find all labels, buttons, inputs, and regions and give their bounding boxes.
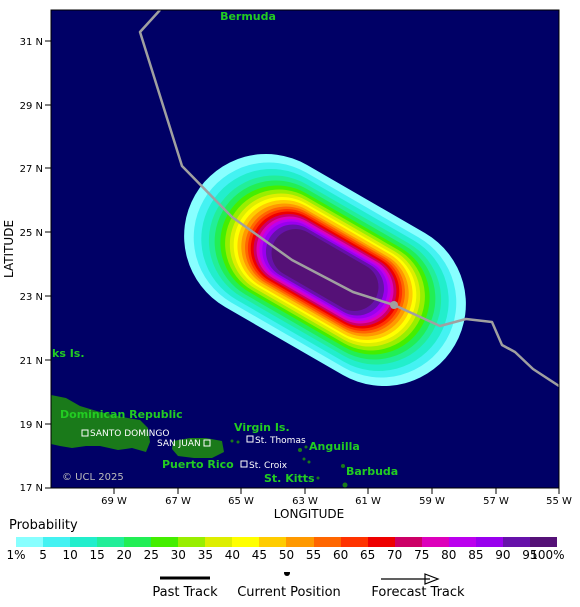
legend-swatch bbox=[205, 537, 233, 547]
y-tick-27n: 27 N bbox=[20, 164, 43, 175]
legend-label: 30 bbox=[170, 548, 186, 562]
legend-label: 85 bbox=[468, 548, 484, 562]
past-track-label: Past Track bbox=[152, 585, 218, 600]
legend-swatch bbox=[70, 537, 98, 547]
x-tick-59w: 59 W bbox=[419, 496, 445, 507]
small-islands bbox=[230, 439, 348, 488]
city-marker-santo-domingo bbox=[81, 429, 89, 437]
legend-swatch bbox=[367, 537, 395, 547]
legend-swatch bbox=[178, 537, 206, 547]
legend-swatch bbox=[43, 537, 71, 547]
copyright-label: © UCL 2025 bbox=[62, 472, 124, 483]
legend-label: 5 bbox=[39, 548, 47, 562]
legend-swatch bbox=[502, 537, 530, 547]
legend-swatch bbox=[529, 537, 557, 547]
y-tick-29n: 29 N bbox=[20, 101, 43, 112]
legend-swatch bbox=[232, 537, 260, 547]
legend-swatch bbox=[475, 537, 503, 547]
legend-label: 80 bbox=[441, 548, 457, 562]
probability-color-bar bbox=[16, 537, 557, 547]
label-anguilla: Anguilla bbox=[309, 440, 360, 453]
legend-label: 90 bbox=[495, 548, 511, 562]
legend-swatch bbox=[394, 537, 422, 547]
y-axis-title: LATITUDE bbox=[2, 220, 16, 278]
y-tick-31n: 31 N bbox=[20, 37, 43, 48]
y-tick-19n: 19 N bbox=[20, 420, 43, 431]
label-santo-domingo: SANTO DOMINGO bbox=[90, 429, 169, 439]
label-st-thomas: St. Thomas bbox=[255, 436, 306, 446]
legend-label: 40 bbox=[224, 548, 241, 562]
x-tick-61w: 61 W bbox=[355, 496, 381, 507]
label-dominican-republic: Dominican Republic bbox=[60, 408, 183, 421]
legend-label: 65 bbox=[360, 548, 376, 562]
legend-swatch bbox=[97, 537, 125, 547]
legend-title: Probability bbox=[9, 518, 78, 533]
y-axis bbox=[45, 40, 51, 489]
legend-swatch bbox=[124, 537, 152, 547]
y-tick-23n: 23 N bbox=[20, 292, 43, 303]
storm-track-line bbox=[138, 10, 559, 388]
label-barbuda: Barbuda bbox=[346, 465, 398, 478]
legend-swatch bbox=[259, 537, 287, 547]
legend-label: 75 bbox=[414, 548, 430, 562]
legend-swatch bbox=[340, 537, 368, 547]
y-tick-21n: 21 N bbox=[20, 356, 43, 367]
y-tick-17n: 17 N bbox=[20, 483, 43, 494]
track-key-graphics bbox=[160, 572, 440, 585]
legend-label: 1% bbox=[6, 548, 26, 562]
legend-swatch bbox=[448, 537, 476, 547]
legend-label: 25 bbox=[143, 548, 159, 562]
puerto-rico-land bbox=[172, 438, 224, 458]
legend-label: 35 bbox=[197, 548, 213, 562]
legend-label: 20 bbox=[116, 548, 132, 562]
x-tick-55w: 55 W bbox=[546, 496, 572, 507]
label-virgin-islands: Virgin Is. bbox=[234, 421, 290, 434]
current-position-label: Current Position bbox=[237, 585, 341, 600]
x-tick-67w: 67 W bbox=[165, 496, 191, 507]
probability-labels: 1% 5 10 15 20 25 30 35 40 45 50 55 60 65 70 75 80 85 90 95 1… bbox=[0, 548, 580, 564]
x-tick-65w: 65 W bbox=[228, 496, 254, 507]
city-marker-san-juan bbox=[203, 439, 211, 447]
x-tick-69w: 69 W bbox=[101, 496, 127, 507]
city-marker-st-croix bbox=[240, 460, 248, 468]
legend-label: 10 bbox=[62, 548, 78, 562]
legend-label: 55 bbox=[305, 548, 322, 562]
legend-swatch bbox=[16, 537, 44, 547]
x-tick-57w: 57 W bbox=[483, 496, 509, 507]
city-marker-st-thomas bbox=[246, 435, 254, 443]
label-bermuda: Bermuda bbox=[220, 10, 276, 23]
legend-swatch bbox=[151, 537, 179, 547]
label-san-juan: SAN JUAN bbox=[157, 439, 201, 449]
x-tick-63w: 63 W bbox=[292, 496, 318, 507]
current-position-marker bbox=[390, 301, 398, 309]
legend-swatch bbox=[313, 537, 341, 547]
x-axis bbox=[113, 488, 560, 494]
legend-label: 70 bbox=[387, 548, 403, 562]
current-position-symbol bbox=[284, 572, 290, 576]
legend-label: 60 bbox=[332, 548, 349, 562]
forecast-track-label: Forecast Track bbox=[371, 585, 465, 600]
label-st-kitts: St. Kitts bbox=[264, 472, 315, 485]
legend-label: 50 bbox=[278, 548, 295, 562]
label-puerto-rico: Puerto Rico bbox=[162, 458, 234, 471]
y-tick-25n: 25 N bbox=[20, 228, 43, 239]
label-st-croix: St. Croix bbox=[249, 461, 288, 471]
label-turks: ks Is. bbox=[52, 347, 85, 360]
legend-swatch bbox=[421, 537, 449, 547]
hispaniola-land bbox=[51, 395, 150, 452]
track-key: Past Track Current Position Forecast Tra… bbox=[0, 572, 580, 606]
x-axis-title: LONGITUDE bbox=[274, 507, 344, 521]
legend-label: 100% bbox=[530, 548, 565, 562]
legend-label: 15 bbox=[89, 548, 105, 562]
legend-label: 95 bbox=[522, 548, 538, 562]
legend-swatch bbox=[286, 537, 314, 547]
forecast-track-arrow-head bbox=[424, 573, 440, 585]
legend-label: 45 bbox=[251, 548, 268, 562]
